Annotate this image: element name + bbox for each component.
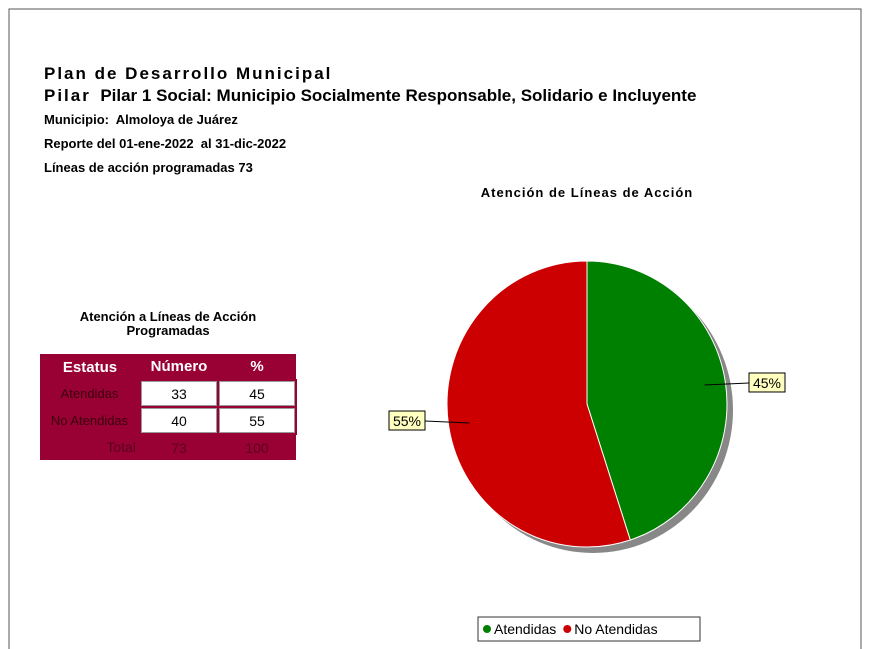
lineas-label: Líneas de acción programadas — [44, 160, 235, 175]
data-label: 45% — [753, 375, 781, 391]
cell: 45 — [217, 379, 297, 408]
pilar-value: Pilar 1 Social: Municipio Socialmente Re… — [100, 86, 697, 105]
lineas-value: 73 — [238, 160, 253, 175]
pilar: Pilar Pilar 1 Social: Municipio Socialme… — [44, 86, 696, 106]
data-label: 55% — [393, 413, 421, 429]
lineas: Líneas de acción programadas 73 — [44, 160, 253, 175]
legend — [477, 616, 701, 642]
status-cell: Atendidas — [40, 380, 140, 407]
label-box — [748, 372, 786, 393]
chart-title: Atención de Líneas de Acción — [481, 185, 693, 200]
header-cell: % — [218, 354, 296, 380]
total-cell: 73 — [140, 434, 218, 460]
cell: 33 — [139, 379, 219, 408]
page-frame — [8, 8, 862, 649]
pilar-label: Pilar — [44, 86, 91, 105]
reporte: Reporte del 01-ene-2022 al 31-dic-2022 — [44, 136, 287, 151]
label-leader — [704, 382, 750, 386]
cell: 40 — [139, 406, 219, 435]
pie-slice — [446, 260, 631, 548]
pie-slice — [586, 260, 728, 541]
status-cell: No Atendidas — [40, 407, 140, 434]
table: Estatus Número% Atendidas 33 45 No Atendida… — [40, 354, 297, 460]
table-title: Atención a Líneas de Acción Programadas — [79, 309, 257, 338]
municipio-label: Municipio: — [44, 112, 109, 127]
label-box — [388, 410, 426, 431]
total-cell: 100 — [218, 434, 296, 460]
cell: 55 — [217, 406, 297, 435]
label-leader — [424, 420, 470, 424]
legend-label: Atendidas — [494, 621, 556, 637]
header-cell: Estatus — [40, 354, 140, 380]
header-cell: Número — [140, 354, 218, 380]
title: Plan de Desarrollo Municipal — [44, 64, 333, 83]
legend-swatch — [483, 625, 491, 633]
legend-label: No Atendidas — [574, 621, 657, 637]
legend-swatch — [563, 625, 572, 633]
municipio-value: Almoloya de Juárez — [115, 112, 238, 127]
municipio: Municipio: Almoloya de Juárez — [44, 112, 238, 127]
total-cell: Total — [40, 434, 140, 460]
